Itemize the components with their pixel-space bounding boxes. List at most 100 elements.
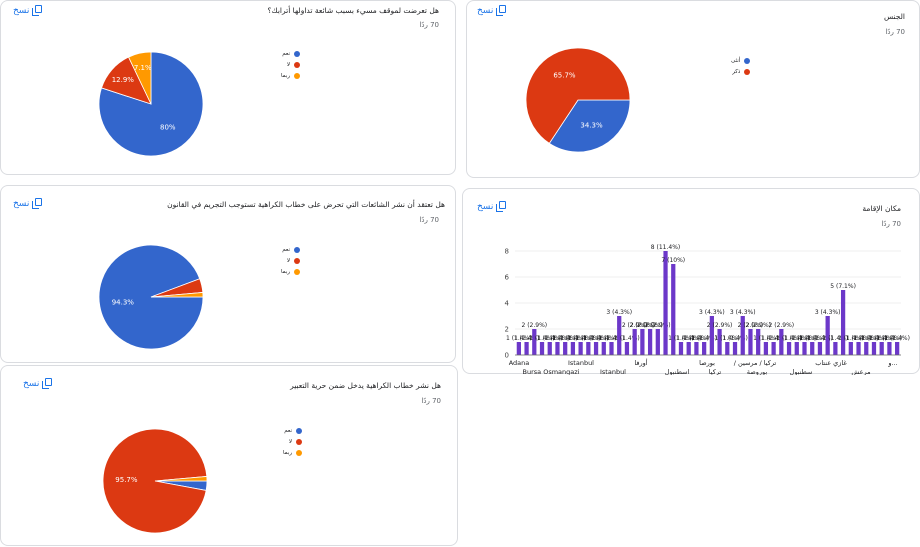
bar bbox=[833, 342, 838, 355]
bar bbox=[779, 329, 784, 355]
legend-swatch bbox=[294, 246, 301, 253]
legend-swatch bbox=[294, 268, 301, 275]
copy-icon bbox=[32, 198, 43, 209]
pie-chart-law: 94.3% bbox=[98, 244, 204, 350]
copy-chart-label: نسخ bbox=[477, 5, 494, 16]
legend-item: ربما bbox=[283, 447, 303, 458]
bar-value-label: 1 (1.4%) bbox=[676, 335, 702, 342]
bar bbox=[871, 342, 877, 355]
x-tick-label: اسطنبول bbox=[665, 368, 690, 375]
x-tick-label: بوروصة bbox=[747, 368, 768, 375]
bar bbox=[848, 342, 853, 355]
bar-value-label: 1 (1.4%) bbox=[784, 335, 810, 342]
response-count: 70 ردًا bbox=[885, 28, 905, 36]
bar-value-label: 1 (1.4%) bbox=[614, 335, 640, 342]
bar-value-label: 1 (1.4%) bbox=[776, 335, 802, 342]
bar bbox=[586, 342, 591, 355]
slice-label: 65.7% bbox=[553, 71, 576, 79]
pie-slice bbox=[150, 291, 204, 298]
y-tick-label: 2 bbox=[505, 326, 509, 334]
copy-chart-button[interactable]: نسخ bbox=[477, 5, 507, 16]
bar-value-label: 3 (4.3%) bbox=[815, 309, 841, 316]
copy-icon bbox=[496, 5, 507, 16]
bar-value-label: 2 (2.9%) bbox=[521, 322, 547, 329]
bar-value-label: 1 (1.4%) bbox=[568, 335, 594, 342]
legend-swatch bbox=[296, 438, 303, 445]
copy-chart-button[interactable]: نسخ bbox=[13, 5, 43, 16]
x-tick-label: و... bbox=[887, 359, 897, 367]
chart-legend: أنثى ذكر bbox=[731, 55, 751, 77]
bar-value-label: 3 (4.3%) bbox=[606, 309, 632, 316]
question-title: هل تعرضت لموقف مسيء بسبب شائعة تداولها أ… bbox=[267, 6, 439, 15]
y-tick-label: 4 bbox=[505, 300, 510, 308]
bar bbox=[570, 342, 576, 355]
bar-value-label: 5 (7.1%) bbox=[830, 283, 856, 290]
bar bbox=[895, 342, 900, 355]
legend-item: لا bbox=[281, 59, 301, 70]
bar bbox=[794, 342, 799, 355]
bar-value-label: 1 (1.4%) bbox=[792, 335, 818, 342]
bar-value-label: 1 (1.4%) bbox=[691, 335, 717, 342]
legend-swatch bbox=[294, 61, 301, 68]
slice-label: 94.3% bbox=[112, 299, 135, 307]
bar-value-label: 1 (1.4%) bbox=[807, 335, 833, 342]
legend-label: أنثى bbox=[731, 57, 741, 64]
copy-chart-button[interactable]: نسخ bbox=[13, 198, 43, 209]
bar bbox=[732, 342, 738, 355]
bar bbox=[825, 316, 830, 355]
legend-label: نعم bbox=[282, 50, 291, 57]
bar-value-label: 1 (1.4%) bbox=[684, 335, 710, 342]
bar-value-label: 1 (1.4%) bbox=[537, 335, 563, 342]
x-tick-label: Adana bbox=[509, 359, 530, 367]
copy-chart-button[interactable]: نسخ bbox=[23, 378, 53, 389]
chart-legend: نعم لا ربما bbox=[281, 244, 301, 277]
response-count: 70 ردًا bbox=[419, 216, 439, 224]
bar bbox=[671, 264, 676, 355]
bar bbox=[563, 342, 568, 355]
chart-legend: نعم لا ربما bbox=[283, 425, 303, 458]
bar bbox=[578, 342, 583, 355]
bar bbox=[740, 316, 745, 355]
bar bbox=[601, 342, 606, 355]
copy-icon bbox=[496, 201, 507, 212]
bar-value-label: 2 (2.9%) bbox=[707, 322, 733, 329]
bar bbox=[593, 342, 599, 355]
legend-label: ربما bbox=[281, 268, 291, 275]
pie-slice bbox=[102, 428, 208, 534]
bar bbox=[725, 342, 730, 355]
pie-slice bbox=[525, 47, 631, 144]
x-tick-label: مرعش bbox=[851, 368, 870, 375]
slice-label: 7.1% bbox=[134, 64, 152, 72]
legend-label: نعم bbox=[284, 427, 293, 434]
bar bbox=[756, 329, 761, 355]
legend-swatch bbox=[296, 449, 303, 456]
question-card-law: نسخ هل تعتقد أن نشر الشائعات التي تحرض ع… bbox=[0, 185, 456, 363]
bar-value-label: 3 (4.3%) bbox=[730, 309, 756, 316]
question-card-gender: نسخ الجنس 70 ردًا 34.3% 65.7% أنثى ذكر bbox=[466, 0, 920, 178]
bar bbox=[879, 342, 884, 355]
bar bbox=[840, 290, 846, 355]
copy-icon bbox=[42, 378, 53, 389]
bar bbox=[887, 342, 892, 355]
bar-value-label: 2 (2.9%) bbox=[738, 322, 764, 329]
bar bbox=[694, 342, 699, 355]
bar-value-label: 1 (1.4%) bbox=[838, 335, 864, 342]
bar-value-label: 1 (1.4%) bbox=[560, 335, 586, 342]
bar-value-label: 2 (2.9%) bbox=[622, 322, 648, 329]
question-card-experience: نسخ هل تعرضت لموقف مسيء بسبب شائعة تداول… bbox=[0, 0, 456, 175]
legend-item: ذكر bbox=[731, 66, 751, 77]
bar-value-label: 2 (2.9%) bbox=[645, 322, 671, 329]
bar bbox=[617, 316, 622, 355]
bar bbox=[864, 342, 869, 355]
response-count: 70 ردًا bbox=[419, 21, 439, 29]
bar bbox=[678, 342, 684, 355]
x-tick-label: غازي عنتاب bbox=[815, 359, 847, 367]
bar bbox=[686, 342, 691, 355]
question-title: هل تعتقد أن نشر الشائعات التي تحرض على خ… bbox=[167, 200, 445, 209]
bar bbox=[532, 329, 537, 355]
bar-value-label: 1 (1.4%) bbox=[506, 335, 532, 342]
legend-item: ربما bbox=[281, 266, 301, 277]
bar bbox=[632, 329, 637, 355]
copy-chart-button[interactable]: نسخ bbox=[477, 201, 507, 212]
